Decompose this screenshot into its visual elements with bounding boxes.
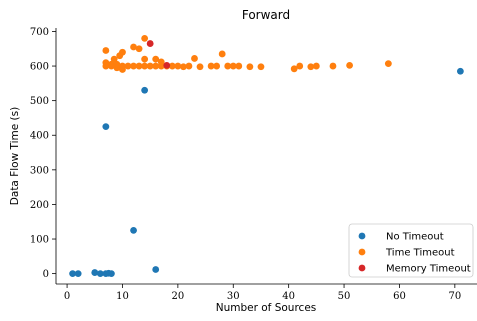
no-timeout-point xyxy=(456,67,464,75)
time-timeout-point xyxy=(124,62,132,70)
y-axis-title: Data Flow Time (s) xyxy=(9,107,21,205)
time-timeout-point xyxy=(102,62,110,70)
time-timeout-point xyxy=(296,62,304,70)
time-timeout-point xyxy=(185,62,193,70)
chart-title: Forward xyxy=(242,8,290,22)
memory-timeout-point xyxy=(163,61,171,69)
y-tick-label: 300 xyxy=(30,165,49,176)
x-tick-label: 40 xyxy=(282,291,295,302)
time-timeout-point xyxy=(157,58,165,66)
y-tick-label: 600 xyxy=(30,62,49,73)
x-tick-label: 30 xyxy=(227,291,240,302)
time-timeout-point xyxy=(141,55,149,63)
no-timeout-point xyxy=(130,226,137,234)
time-timeout-point xyxy=(329,62,337,70)
y-tick-label: 400 xyxy=(30,131,49,142)
time-timeout-point xyxy=(168,62,176,70)
time-timeout-point xyxy=(113,60,121,68)
no-timeout-point xyxy=(74,270,82,278)
time-timeout-point xyxy=(130,43,137,51)
x-axis-ticks: 0 10 20 30 40 50 60 70 xyxy=(64,284,461,302)
time-timeout-point xyxy=(257,63,265,71)
x-tick-label: 10 xyxy=(116,291,129,302)
x-tick-label: 60 xyxy=(393,291,406,302)
time-timeout-point xyxy=(180,63,187,71)
y-tick-label: 200 xyxy=(30,200,49,211)
time-timeout-point xyxy=(246,63,254,71)
y-tick-label: 100 xyxy=(30,235,49,246)
no-timeout-point xyxy=(107,270,115,278)
time-timeout-legend-marker xyxy=(358,248,366,256)
time-timeout-point xyxy=(346,61,353,69)
time-timeout-point xyxy=(235,62,243,70)
time-timeout-point xyxy=(107,60,115,68)
legend: No Timeout Time Timeout Memory Timeout xyxy=(348,223,474,278)
time-timeout-point xyxy=(146,62,154,70)
time-timeout-point xyxy=(102,47,110,54)
y-tick-label: 700 xyxy=(30,27,49,38)
no-timeout-point xyxy=(141,86,149,94)
time-timeout-point xyxy=(135,62,143,70)
time-timeout-point xyxy=(312,62,320,70)
no-timeout-point xyxy=(96,270,104,278)
time-timeout-point xyxy=(110,55,118,63)
time-timeout-point xyxy=(307,63,315,71)
x-tick-label: 70 xyxy=(448,291,461,302)
time-timeout-point xyxy=(207,62,215,70)
legend-box xyxy=(348,223,474,278)
y-tick-label: 500 xyxy=(30,96,49,107)
time-timeout-point xyxy=(191,55,198,62)
x-tick-label: 0 xyxy=(64,291,70,302)
data-points xyxy=(69,34,464,278)
time-timeout-point xyxy=(135,45,143,53)
no-timeout-point xyxy=(102,123,110,130)
no-timeout-point xyxy=(91,269,99,276)
no-timeout-point xyxy=(152,266,160,273)
time-timeout-point xyxy=(141,62,149,70)
time-timeout-point xyxy=(384,60,392,68)
time-timeout-point xyxy=(119,66,126,73)
time-timeout-legend-label: Time Timeout xyxy=(385,248,455,259)
time-timeout-point xyxy=(152,62,160,70)
memory-timeout-legend-marker xyxy=(358,264,366,272)
no-timeout-legend-label: No Timeout xyxy=(386,232,444,243)
memory-timeout-legend-label: Memory Timeout xyxy=(386,264,471,275)
no-timeout-point xyxy=(69,270,77,278)
y-axis-ticks: 0 100 200 300 400 500 600 700 xyxy=(30,27,56,280)
time-timeout-point xyxy=(213,62,221,70)
x-axis-title: Number of Sources xyxy=(216,302,317,314)
time-timeout-point xyxy=(218,50,226,58)
time-timeout-point xyxy=(229,62,237,70)
time-timeout-point xyxy=(141,34,149,42)
time-timeout-point xyxy=(152,55,160,63)
time-timeout-point xyxy=(130,62,137,70)
time-timeout-point xyxy=(174,62,182,70)
x-tick-label: 20 xyxy=(172,291,185,302)
x-tick-label: 50 xyxy=(338,291,351,302)
memory-timeout-point xyxy=(146,40,154,47)
time-timeout-point xyxy=(196,63,204,71)
time-timeout-point xyxy=(119,48,126,56)
no-timeout-legend-marker xyxy=(358,232,366,240)
time-timeout-point xyxy=(224,62,232,70)
time-timeout-point xyxy=(290,65,298,73)
y-tick-label: 0 xyxy=(43,269,49,280)
